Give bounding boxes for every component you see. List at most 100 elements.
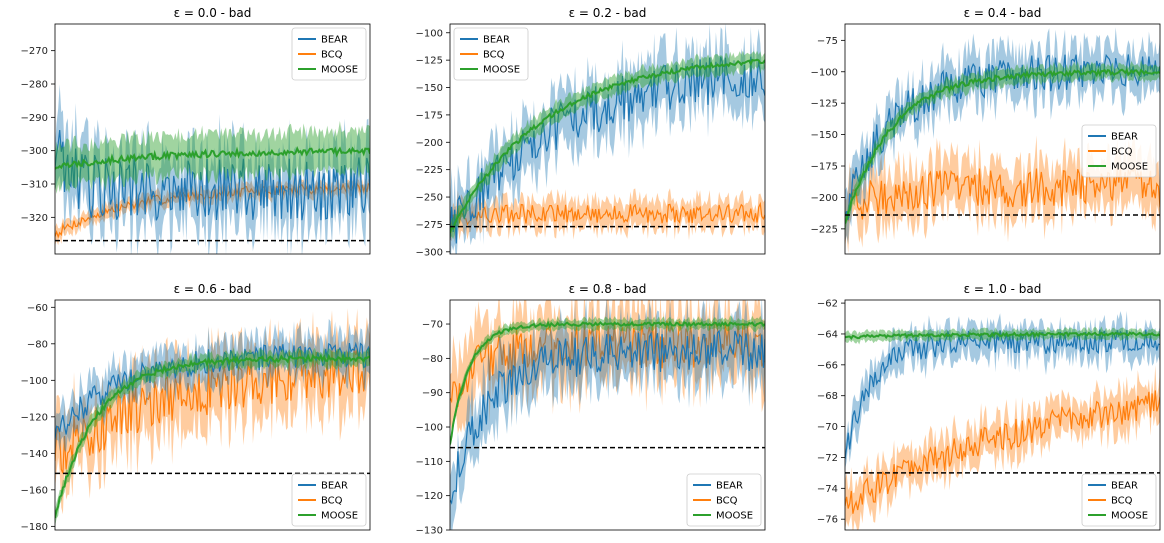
series-line-moose — [450, 320, 765, 445]
axes-frame — [54, 299, 371, 531]
legend-label-bear: BEAR — [716, 481, 743, 492]
band-bear — [450, 24, 765, 254]
y-tick-label: −68 — [817, 391, 838, 402]
y-tick-label: −300 — [416, 247, 443, 258]
legend-box — [1081, 124, 1157, 178]
y-tick-label: −100 — [811, 67, 838, 78]
subplot-title: ε = 0.8 - bad — [569, 282, 647, 296]
band-moose — [845, 59, 1160, 234]
plot-area — [55, 308, 370, 527]
plot-area — [55, 84, 370, 254]
band-moose — [55, 346, 370, 527]
legend-box — [1081, 473, 1157, 527]
legend-label-bcq: BCQ — [1111, 147, 1133, 158]
y-tick-label: −310 — [21, 180, 48, 191]
subplot-0: −270 −280 −290 −300 −310 −320 ε = 0.0 - bad BEA… — [21, 6, 371, 255]
y-tick-label: −300 — [21, 146, 48, 157]
y-tick-label: −140 — [21, 449, 48, 460]
y-tick-label: −70 — [817, 422, 838, 433]
y-tick-label: −125 — [416, 56, 443, 67]
subplot-title: ε = 0.6 - bad — [174, 282, 252, 296]
legend: BEAR BCQ MOOSE — [1081, 473, 1157, 527]
band-bear — [55, 318, 370, 457]
legend-label-bear: BEAR — [1111, 481, 1138, 492]
y-tick-label: −80 — [27, 339, 48, 350]
y-tick-label: −120 — [21, 412, 48, 423]
subplot-2: −75 −100 −125 −150 −175 −200 −225 ε = 0.4 - bad… — [811, 6, 1161, 255]
legend-label-bear: BEAR — [1111, 132, 1138, 143]
y-tick-label: −180 — [21, 522, 48, 533]
subplot-title: ε = 0.4 - bad — [964, 6, 1042, 20]
y-tick-label: −175 — [416, 110, 443, 121]
y-tick-label: −320 — [21, 213, 48, 224]
y-tick-label: −74 — [817, 484, 838, 495]
legend: BEAR BCQ MOOSE — [1081, 124, 1157, 178]
band-bcq — [845, 365, 1160, 530]
legend-box — [291, 27, 367, 81]
series-line-moose — [55, 146, 370, 170]
y-tick-label: −175 — [811, 162, 838, 173]
axes-frame — [844, 23, 1161, 255]
legend-label-moose: MOOSE — [321, 65, 358, 76]
legend-label-moose: MOOSE — [321, 511, 358, 522]
y-tick-label: −72 — [817, 453, 838, 464]
subplot-title: ε = 1.0 - bad — [964, 282, 1042, 296]
series-line-bear — [845, 53, 1160, 220]
y-tick-label: −64 — [817, 329, 838, 340]
legend-label-bcq: BCQ — [321, 496, 343, 507]
band-moose — [55, 120, 370, 194]
y-tick-label: −150 — [416, 83, 443, 94]
y-tick-label: −60 — [27, 303, 48, 314]
legend-label-moose: MOOSE — [1111, 162, 1148, 173]
y-tick-label: −250 — [416, 193, 443, 204]
legend-label-moose: MOOSE — [1111, 511, 1148, 522]
series-line-moose — [845, 331, 1160, 340]
legend-label-moose: MOOSE — [483, 65, 520, 76]
y-tick-label: −100 — [416, 28, 443, 39]
series-line-bear — [450, 56, 765, 244]
subplot-title: ε = 0.2 - bad — [569, 6, 647, 20]
y-tick-label: −200 — [811, 193, 838, 204]
series-line-moose — [845, 67, 1160, 224]
series-line-bear — [55, 130, 370, 221]
series-line-bear — [450, 329, 765, 505]
legend-label-bcq: BCQ — [716, 496, 738, 507]
y-tick-label: −80 — [422, 354, 443, 365]
band-bcq — [55, 176, 370, 246]
band-bcq — [55, 308, 370, 515]
legend: BEAR BCQ MOOSE — [686, 473, 762, 527]
y-tick-label: −70 — [422, 320, 443, 331]
band-bear — [845, 27, 1160, 245]
series-line-bcq — [55, 346, 370, 474]
y-tick-label: −160 — [21, 485, 48, 496]
y-tick-label: −62 — [817, 299, 838, 310]
series-line-moose — [55, 353, 370, 519]
y-tick-label: −130 — [416, 526, 443, 537]
y-tick-label: −280 — [21, 80, 48, 91]
series-line-moose — [450, 58, 765, 234]
y-tick-label: −200 — [416, 138, 443, 149]
y-tick-label: −100 — [21, 376, 48, 387]
y-tick-label: −290 — [21, 113, 48, 124]
y-tick-label: −120 — [416, 491, 443, 502]
legend-label-moose: MOOSE — [716, 511, 753, 522]
legend-box — [291, 473, 367, 527]
subplot-1: −100 −125 −150 −175 −200 −225 −250 −275 −300 ε = … — [416, 6, 766, 258]
series-line-bcq — [845, 390, 1160, 514]
plot-area — [845, 310, 1160, 530]
legend: BEAR BCQ MOOSE — [453, 27, 529, 81]
plot-area — [450, 300, 765, 530]
legend-box — [453, 27, 529, 81]
subplot-5: −62 −64 −66 −68 −70 −72 −74 −76 ε = 1.0 - bad BEA… — [817, 282, 1161, 531]
legend-label-bear: BEAR — [483, 35, 510, 46]
y-tick-label: −225 — [811, 224, 838, 235]
y-tick-label: −225 — [416, 165, 443, 176]
legend-label-bear: BEAR — [321, 481, 348, 492]
series-line-bear — [845, 329, 1160, 460]
y-tick-label: −150 — [811, 130, 838, 141]
legend: BEAR BCQ MOOSE — [291, 27, 367, 81]
legend-label-bcq: BCQ — [1111, 496, 1133, 507]
y-tick-label: −66 — [817, 360, 838, 371]
plot-area — [450, 24, 765, 254]
